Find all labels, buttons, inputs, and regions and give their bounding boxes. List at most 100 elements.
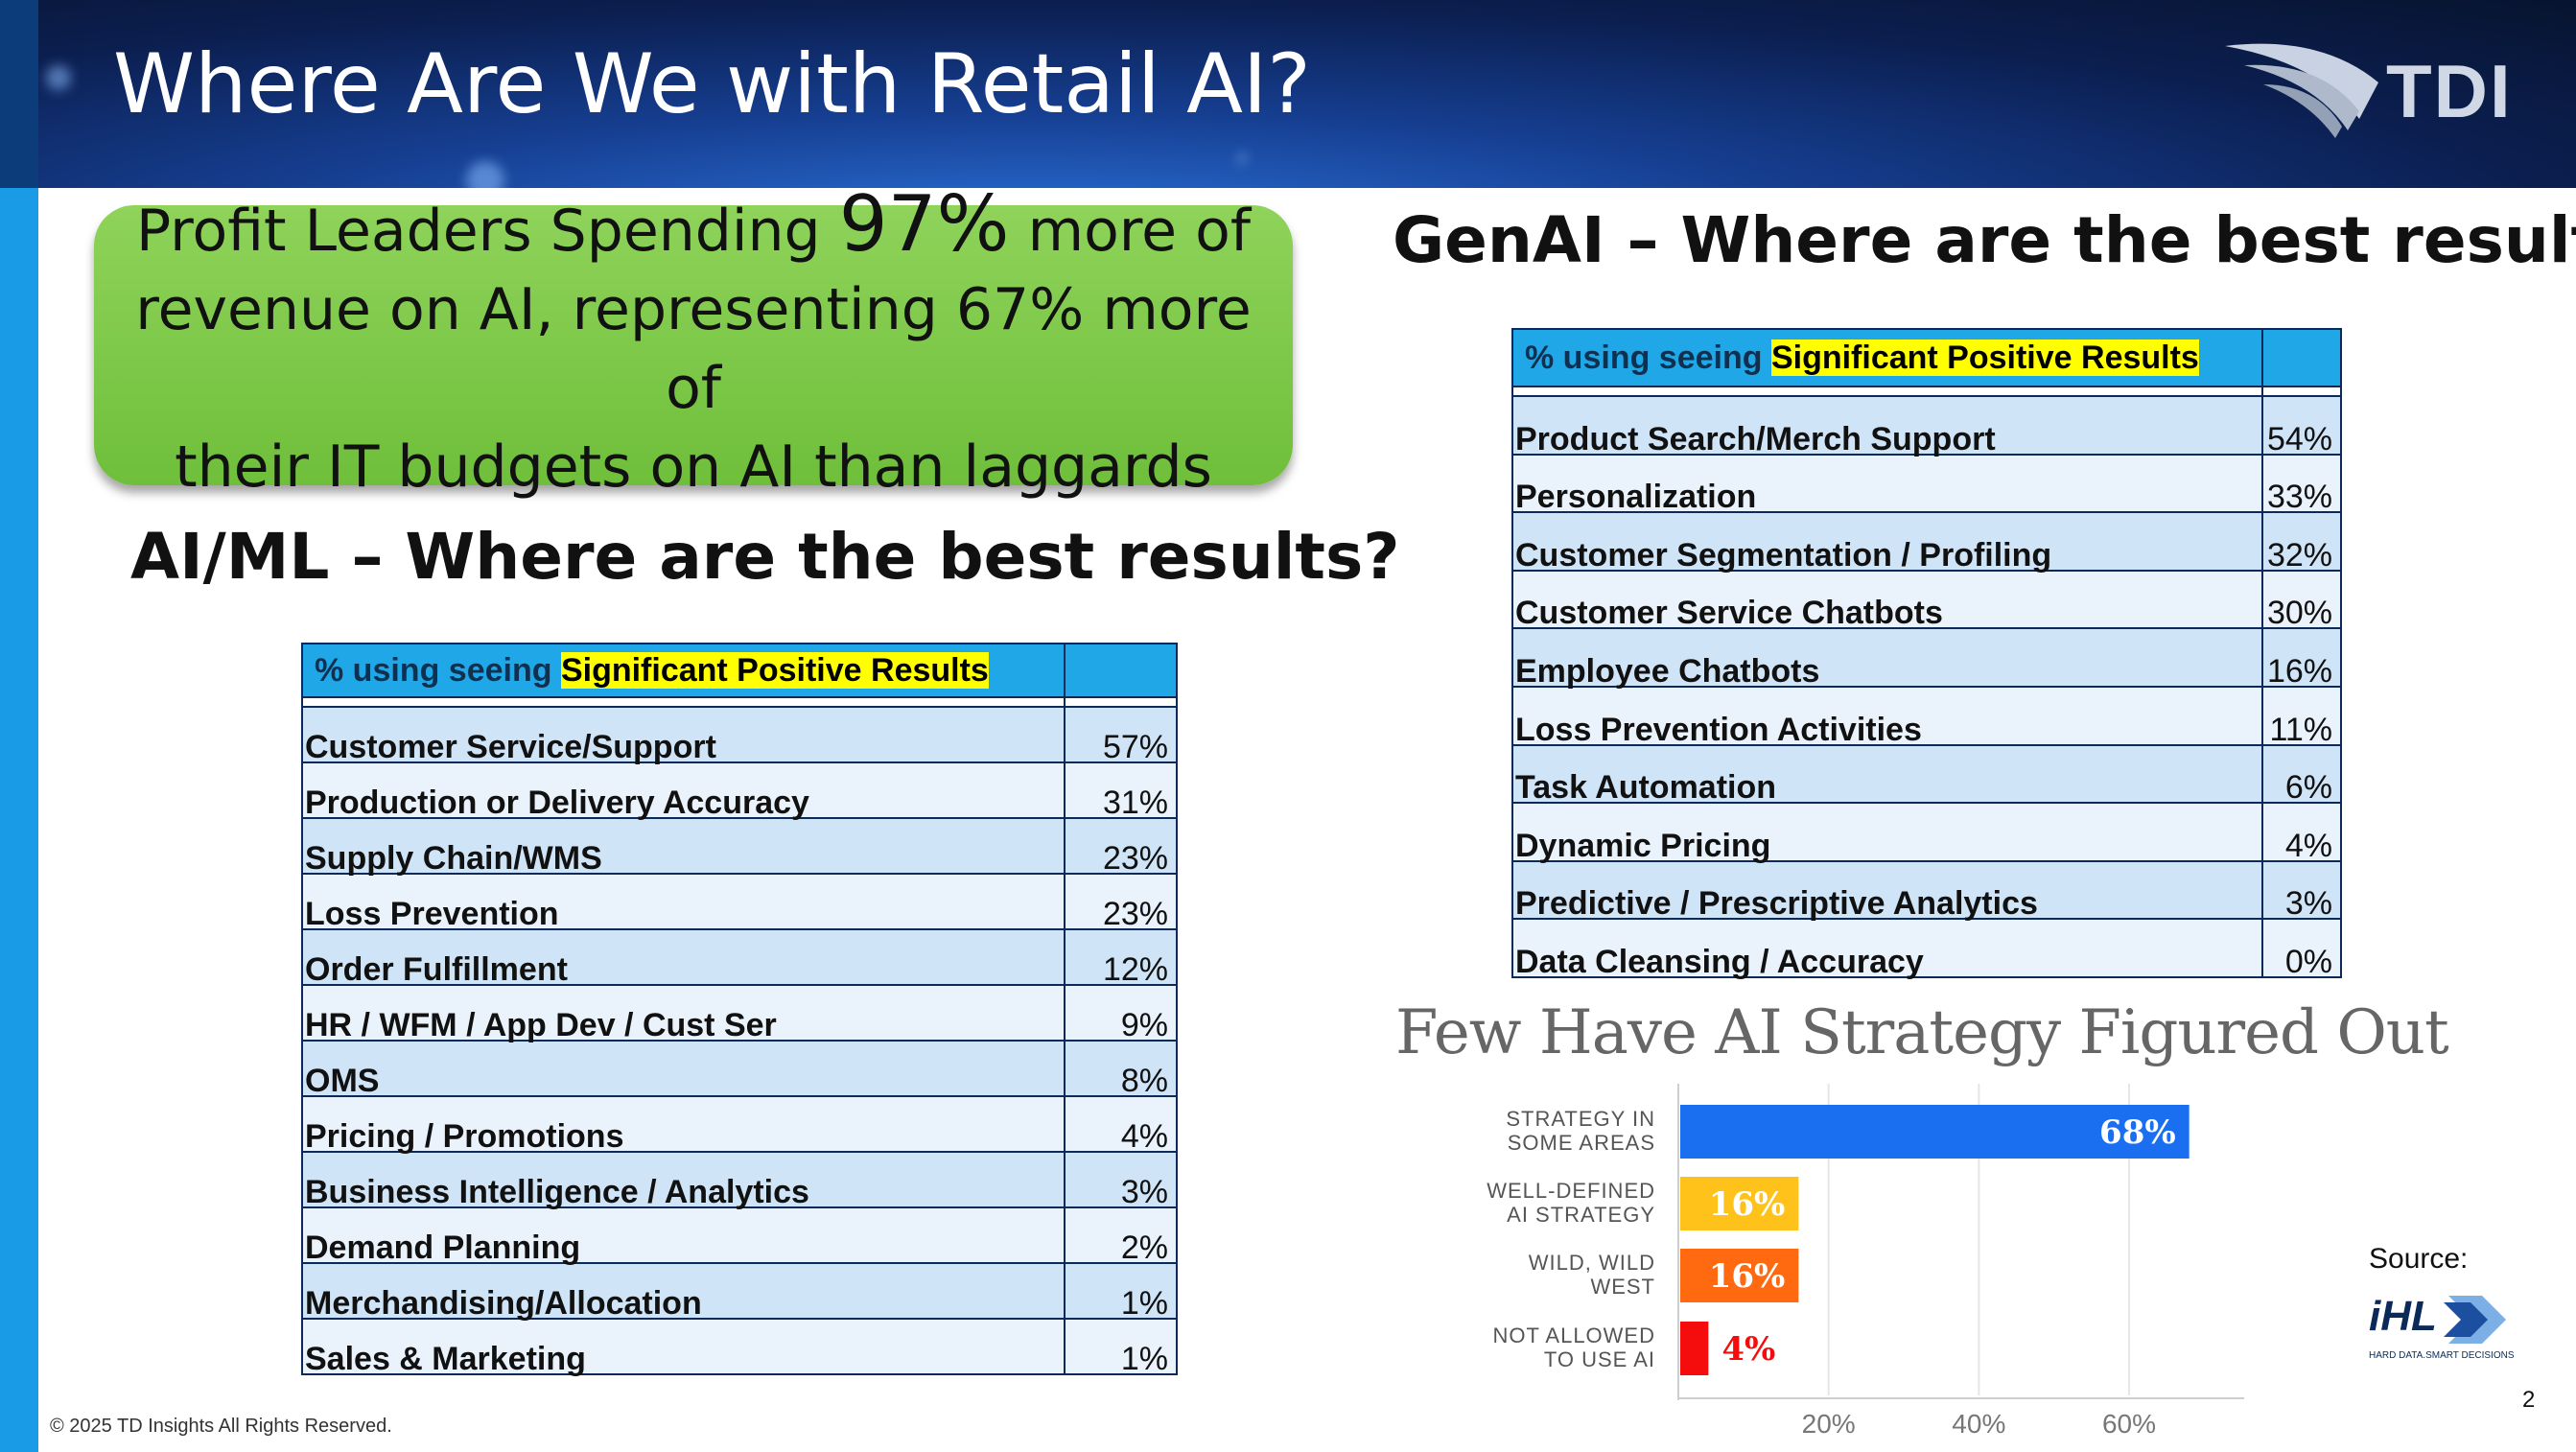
row-value: 32%: [2261, 511, 2342, 572]
row-label: Business Intelligence / Analytics: [301, 1151, 1066, 1208]
row-value: 1%: [1063, 1262, 1179, 1320]
callout-line3: their IT budgets on AI than laggards: [175, 433, 1212, 501]
row-value: 4%: [1063, 1095, 1179, 1153]
table-row: Predictive / Prescriptive Analytics 3%: [1510, 859, 2342, 921]
copyright-notice: © 2025 TD Insights All Rights Reserved.: [50, 1416, 392, 1437]
row-value: 23%: [1063, 817, 1179, 875]
aiml-heading: AI/ML – Where are the best results?: [130, 520, 1400, 594]
row-label: Employee Chatbots: [1510, 627, 2264, 688]
table-row: Data Cleansing / Accuracy 0%: [1510, 918, 2342, 978]
bar: [1680, 1105, 2190, 1159]
table-row: Dynamic Pricing 4%: [1510, 802, 2342, 862]
row-value: 30%: [2261, 569, 2342, 630]
table-header-value-cell: [2261, 328, 2342, 387]
row-value: 3%: [2261, 859, 2342, 921]
data-label: 16%: [1709, 1257, 1786, 1296]
row-label: Sales & Marketing: [301, 1318, 1066, 1375]
header-banner: [0, 0, 2576, 188]
ihl-tagline: HARD DATA.SMART DECISIONS: [2369, 1350, 2515, 1361]
row-label: Production or Delivery Accuracy: [301, 761, 1066, 819]
row-label: Supply Chain/WMS: [301, 817, 1066, 875]
category-label: STRATEGY IN: [1506, 1107, 1655, 1131]
row-value: 16%: [2261, 627, 2342, 688]
table-header-cell: % using seeing Significant Positive Resu…: [301, 643, 1066, 698]
genai-results-table: % using seeing Significant Positive Resu…: [1510, 328, 2342, 978]
row-label: Task Automation: [1510, 743, 2264, 805]
row-label: HR / WFM / App Dev / Cust Ser: [301, 984, 1066, 1042]
row-label: Order Fulfillment: [301, 928, 1066, 986]
row-value: 1%: [1063, 1318, 1179, 1375]
table-row: OMS 8%: [301, 1040, 1179, 1097]
table-row: Supply Chain/WMS 23%: [301, 817, 1179, 875]
bar: [1680, 1177, 1799, 1230]
table-row: Task Automation 6%: [1510, 743, 2342, 805]
row-value: 0%: [2261, 918, 2342, 978]
table-row: Production or Delivery Accuracy 31%: [301, 761, 1179, 819]
profit-leaders-callout: Profit Leaders Spending 97% more of reve…: [94, 184, 1293, 501]
category-label: WILD, WILD: [1529, 1251, 1655, 1275]
row-label: Data Cleansing / Accuracy: [1510, 918, 2264, 978]
callout-highlight-percent: 97%: [838, 178, 1010, 269]
row-value: 23%: [1063, 873, 1179, 930]
aiml-results-table: % using seeing Significant Positive Resu…: [301, 643, 1179, 1375]
table-row: Employee Chatbots 16%: [1510, 627, 2342, 688]
header-highlight: Significant Positive Results: [1770, 340, 2199, 376]
tdi-logo: TDI: [2215, 35, 2532, 140]
row-value: 33%: [2261, 453, 2342, 514]
table-row: Personalization 33%: [1510, 453, 2342, 514]
row-label: Pricing / Promotions: [301, 1095, 1066, 1153]
slide-title: Where Are We with Retail AI?: [113, 36, 1311, 132]
row-value: 9%: [1063, 984, 1179, 1042]
table-row: Product Search/Merch Support 54%: [1510, 395, 2342, 456]
bar: [1680, 1249, 1799, 1302]
x-tick-label: 60%: [2102, 1409, 2156, 1439]
row-label: Loss Prevention Activities: [1510, 685, 2264, 746]
data-label: 68%: [2099, 1113, 2176, 1152]
genai-heading: GenAI – Where are the best results?: [1393, 203, 2576, 277]
table-row: Merchandising/Allocation 1%: [301, 1262, 1179, 1320]
page-number: 2: [2522, 1387, 2536, 1413]
callout-line1-post: more of: [1027, 197, 1251, 265]
row-value: 57%: [1063, 706, 1179, 763]
decorative-glow: [46, 65, 71, 90]
table-row: Business Intelligence / Analytics 3%: [301, 1151, 1179, 1208]
category-label: WEST: [1590, 1275, 1655, 1299]
data-label: 4%: [1721, 1330, 1775, 1369]
chart-title: Few Have AI Strategy Figured Out: [1395, 997, 2449, 1068]
table-row: HR / WFM / App Dev / Cust Ser 9%: [301, 984, 1179, 1042]
category-label: SOME AREAS: [1508, 1131, 1655, 1155]
row-value: 3%: [1063, 1151, 1179, 1208]
table-header-row: % using seeing Significant Positive Resu…: [301, 643, 1179, 698]
row-label: Merchandising/Allocation: [301, 1262, 1066, 1320]
x-tick-label: 20%: [1802, 1409, 1856, 1439]
row-value: 11%: [2261, 685, 2342, 746]
row-label: Personalization: [1510, 453, 2264, 514]
row-value: 8%: [1063, 1040, 1179, 1097]
row-value: 2%: [1063, 1206, 1179, 1264]
row-value: 54%: [2261, 395, 2342, 456]
table-row: Loss Prevention 23%: [301, 873, 1179, 930]
category-label: AI STRATEGY: [1507, 1203, 1655, 1227]
row-label: Demand Planning: [301, 1206, 1066, 1264]
row-label: Customer Service/Support: [301, 706, 1066, 763]
decorative-glow: [466, 161, 504, 188]
callout-text: Profit Leaders Spending 97% more of reve…: [132, 184, 1254, 506]
table-row: Sales & Marketing 1%: [301, 1318, 1179, 1375]
header-prefix: % using seeing: [315, 652, 552, 689]
row-label: OMS: [301, 1040, 1066, 1097]
row-value: 6%: [2261, 743, 2342, 805]
row-label: Dynamic Pricing: [1510, 802, 2264, 862]
row-value: 4%: [2261, 802, 2342, 862]
row-label: Product Search/Merch Support: [1510, 395, 2264, 456]
source-label: Source:: [2369, 1243, 2469, 1275]
decorative-glow: [1237, 153, 1247, 163]
header-highlight: Significant Positive Results: [560, 652, 989, 689]
row-label: Predictive / Prescriptive Analytics: [1510, 859, 2264, 921]
table-row: Customer Segmentation / Profiling 32%: [1510, 511, 2342, 572]
table-header-cell: % using seeing Significant Positive Resu…: [1510, 328, 2264, 387]
table-row: Loss Prevention Activities 11%: [1510, 685, 2342, 746]
header-prefix: % using seeing: [1525, 340, 1763, 376]
category-label: TO USE AI: [1544, 1347, 1655, 1371]
callout-line2: revenue on AI, representing 67% more of: [135, 275, 1252, 422]
ihl-logo-text: iHL: [2369, 1293, 2437, 1340]
